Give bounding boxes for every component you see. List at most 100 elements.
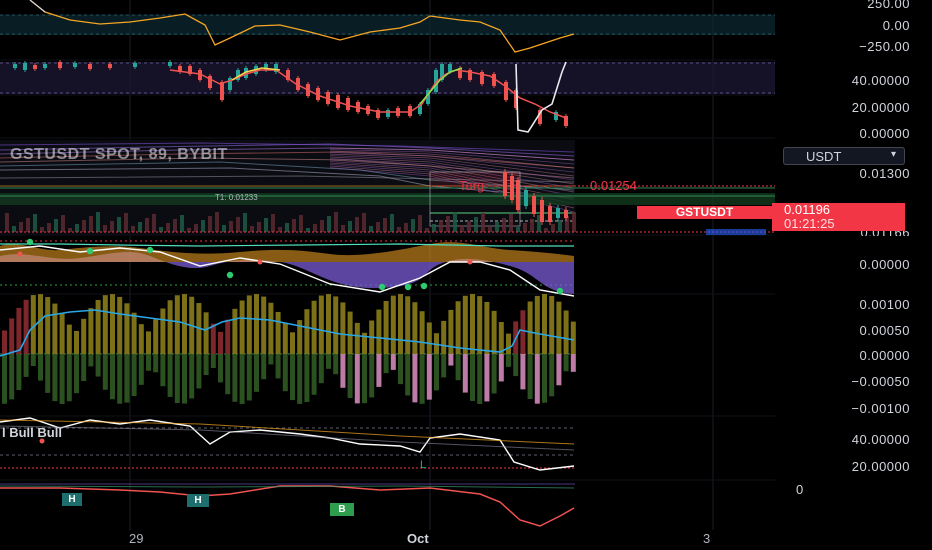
candle-body: [23, 63, 27, 70]
histogram-bar-up: [131, 312, 137, 354]
main-ribbon-line: [0, 157, 575, 179]
histogram-bar-down: [52, 354, 58, 402]
signal-dot: [420, 282, 428, 290]
volume-bar: [124, 213, 128, 232]
candle-body: [244, 68, 248, 78]
histogram-bar-down: [131, 354, 137, 397]
histogram-bar-up: [534, 295, 540, 354]
volume-bar: [425, 228, 429, 232]
candle-body: [532, 196, 536, 214]
secondary-price-tag: [706, 229, 766, 235]
symbol-price-tag: GSTUSDT: [637, 206, 772, 219]
histogram-bar-up: [261, 296, 267, 354]
histogram-bar-down: [549, 354, 555, 397]
histogram-bar-down: [369, 354, 375, 398]
histogram-bar-up: [138, 324, 144, 354]
axis-label-p1-250: 250.00: [867, 0, 910, 11]
candle-body: [133, 63, 137, 67]
pane4-purple-area: [0, 252, 574, 294]
volume-bar: [327, 216, 331, 232]
volume-bar: [89, 216, 93, 232]
volume-bar: [544, 228, 548, 232]
histogram-bar-down: [254, 354, 259, 392]
volume-bar: [145, 218, 149, 232]
volume-bar: [537, 215, 541, 232]
candle-body: [274, 64, 278, 72]
histogram-bar-up: [275, 311, 281, 354]
signal-dot: [226, 271, 234, 279]
histogram-bar-down: [16, 354, 22, 391]
pane1-band: [0, 15, 775, 35]
axis-label-p2-20: 20.00000: [851, 100, 910, 115]
histogram-bar-down: [534, 354, 540, 404]
main-green-zone: [0, 193, 775, 205]
main-fan-line: [329, 161, 575, 197]
histogram-bar-up: [484, 301, 490, 354]
histogram-bar-up: [225, 319, 231, 354]
volume-bar: [481, 213, 485, 232]
axis-label-p2-40: 40.00000: [851, 73, 910, 88]
volume-bar: [75, 224, 79, 232]
histogram-bar-down: [81, 354, 87, 381]
histogram-bar-down: [455, 354, 461, 381]
volume-bar: [236, 217, 240, 232]
candle-body: [168, 62, 172, 66]
main-ribbon-line: [0, 161, 575, 191]
volume-bar: [96, 212, 100, 232]
histogram-bar-up: [290, 332, 295, 354]
histogram-bar-up: [498, 322, 504, 354]
histogram-bar-down: [390, 354, 396, 370]
currency-selector-button[interactable]: USDT ▾: [783, 147, 905, 165]
histogram-bar-up: [210, 323, 216, 354]
candle-body: [510, 176, 514, 200]
histogram-bar-down: [196, 354, 202, 389]
axis-label-p4-0: 0.00000: [859, 257, 910, 272]
pane6-legend: l Bull Bull: [2, 425, 62, 440]
histogram-bar-down: [304, 354, 310, 403]
histogram-bar-up: [542, 294, 547, 354]
histogram-bar-down: [441, 354, 447, 378]
candle-body: [564, 210, 568, 218]
pane7-green-line: [0, 485, 575, 489]
histogram-bar-up: [362, 332, 367, 354]
histogram-bar-down: [556, 354, 562, 386]
histogram-bar-down: [340, 354, 346, 388]
histogram-bar-down: [182, 354, 187, 404]
histogram-bar-down: [146, 354, 151, 371]
volume-bar: [306, 228, 310, 232]
volume-bar: [229, 221, 233, 232]
histogram-bar-up: [318, 295, 324, 354]
currency-label: USDT: [806, 149, 842, 164]
axis-label-p7-0: 0: [796, 482, 804, 497]
chart-title-legend: GSTUSDT SPOT, 89, BYBIT: [10, 146, 228, 163]
candle-body: [188, 66, 192, 74]
histogram-bar-up: [239, 300, 245, 354]
candle-body: [468, 70, 472, 80]
histogram-bar-up: [66, 324, 72, 354]
volume-bar: [530, 219, 534, 232]
axis-label-p5-0010: 0.00100: [859, 297, 910, 312]
candle-body: [504, 82, 508, 100]
histogram-bar-up: [246, 295, 252, 354]
candle-body: [286, 70, 290, 80]
time-label-oct: Oct: [407, 531, 429, 546]
volume-bar: [565, 216, 569, 232]
candle-body: [556, 208, 560, 218]
volume-bar: [348, 221, 352, 232]
histogram-bar-up: [218, 331, 223, 354]
pane6-grey-line: [0, 425, 575, 451]
histogram-bar-down: [426, 354, 432, 400]
candle-body: [408, 106, 412, 116]
axis-label-p6-40: 40.00000: [851, 432, 910, 447]
histogram-bar-up: [549, 295, 555, 354]
pane7-red-line: [0, 485, 575, 527]
histogram-bar-up: [45, 297, 51, 354]
histogram-bar-down: [333, 354, 339, 375]
histogram-bar-up: [16, 307, 22, 354]
volume-bar: [495, 222, 499, 232]
histogram-bar-down: [498, 354, 504, 382]
histogram-bar-down: [45, 354, 51, 393]
volume-bar: [313, 224, 317, 232]
pane2-white-line: [515, 61, 567, 133]
